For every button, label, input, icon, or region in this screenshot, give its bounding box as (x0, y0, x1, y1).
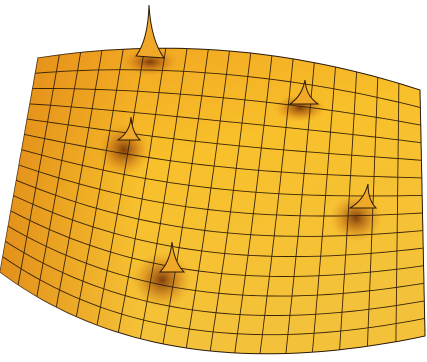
pit-shadow (122, 48, 178, 76)
mesh (2, 48, 425, 354)
mesh-line (21, 149, 423, 197)
mesh-line (7, 225, 424, 297)
mesh-line (10, 210, 424, 277)
spikes (116, 4, 378, 273)
mesh-line (29, 103, 422, 144)
spike (288, 79, 320, 105)
mesh-line (13, 195, 424, 257)
spike (116, 116, 142, 141)
spike (348, 183, 378, 209)
spike (135, 4, 166, 59)
mesh-line (27, 118, 422, 161)
mesh-line (2, 256, 425, 336)
mesh-line (5, 241, 425, 316)
mesh-line (18, 164, 423, 217)
spike (158, 241, 186, 273)
mesh-line (32, 88, 421, 126)
mesh-line (24, 133, 422, 179)
mesh-line (35, 69, 421, 109)
mesh-line (16, 179, 423, 237)
